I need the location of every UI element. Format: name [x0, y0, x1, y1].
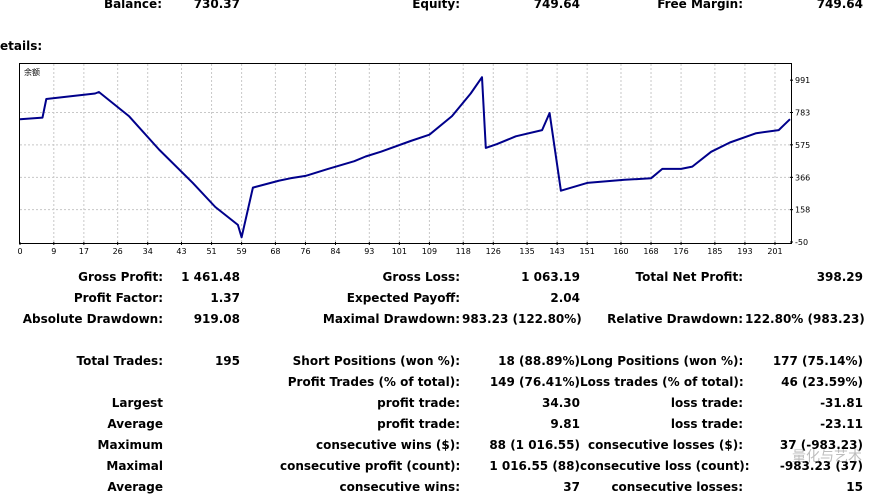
- long-positions-value: 177 (75.14%): [772, 354, 863, 368]
- x-tick-label: 17: [79, 247, 89, 256]
- total-trades-label: Total Trades:: [76, 354, 163, 368]
- largest-loss-label: loss trade:: [670, 396, 743, 410]
- avg-consec-wins-label: consecutive wins:: [339, 480, 460, 494]
- y-tick-label: 366: [795, 173, 810, 182]
- max-consec-wins-label: consecutive wins ($):: [315, 438, 460, 452]
- y-tick-label: 575: [795, 141, 810, 150]
- chart-svg: 991 783 575 366 158 -50 0 9 17 26 34 43 51 59 68 76 84 93…: [17, 64, 810, 256]
- average-profit-label: profit trade:: [377, 417, 460, 431]
- largest-loss-value: -31.81: [820, 396, 863, 410]
- y-tick-label: 783: [795, 109, 810, 118]
- profit-trades-value: 149 (76.41%): [489, 375, 580, 389]
- avg-consec-losses-value: 15: [846, 480, 863, 494]
- gross-loss-value: 1 063.19: [521, 270, 580, 284]
- average-loss-value: -23.11: [820, 417, 863, 431]
- average-label: Average: [107, 417, 163, 431]
- profit-factor-label: Profit Factor:: [73, 291, 163, 305]
- x-tick-label: 9: [51, 247, 56, 256]
- watermark: 量化与艺术: [792, 449, 862, 465]
- expected-payoff-label: Expected Payoff:: [346, 291, 460, 305]
- x-tick-label: 59: [237, 247, 247, 256]
- short-positions-label: Short Positions (won %):: [292, 354, 460, 368]
- relative-drawdown-value: 122.80% (983.23): [745, 312, 865, 326]
- absolute-drawdown-value: 919.08: [193, 312, 240, 326]
- maximal-drawdown-label: Maximal Drawdown:: [322, 312, 460, 326]
- x-tick-label: 51: [206, 247, 216, 256]
- free-margin-label: Free Margin:: [657, 0, 743, 11]
- profit-trades-label: Profit Trades (% of total):: [287, 375, 460, 389]
- x-tick-label: 118: [456, 247, 471, 256]
- y-tick-label: -50: [795, 238, 808, 247]
- y-tick-label: 158: [795, 206, 810, 215]
- avg-consec-wins-value: 37: [563, 480, 580, 494]
- loss-trades-value: 46 (23.59%): [781, 375, 863, 389]
- balance-series-line: [19, 76, 791, 239]
- gross-loss-label: Gross Loss:: [382, 270, 460, 284]
- maximal-consec-loss-label: consecutive loss (count):: [580, 459, 750, 473]
- total-net-profit-label: Total Net Profit:: [635, 270, 743, 284]
- x-tick-label: 109: [422, 247, 437, 256]
- short-positions-value: 18 (88.89%): [498, 354, 580, 368]
- gross-profit-label: Gross Profit:: [78, 270, 163, 284]
- details-label: etails:: [0, 39, 43, 53]
- avg-consec-losses-label: consecutive losses:: [611, 480, 743, 494]
- x-tick-label: 93: [364, 247, 374, 256]
- x-tick-label: 151: [580, 247, 595, 256]
- x-tick-label: 126: [486, 247, 501, 256]
- profit-factor-value: 1.37: [210, 291, 240, 305]
- balance-label: Balance:: [103, 0, 162, 11]
- x-tick-label: 185: [707, 247, 722, 256]
- x-tick-label: 176: [673, 247, 688, 256]
- free-margin-value: 749.64: [816, 0, 863, 11]
- y-tick-label: 991: [795, 76, 810, 85]
- largest-profit-value: 34.30: [542, 396, 580, 410]
- long-positions-label: Long Positions (won %):: [580, 354, 744, 368]
- maximal-consec-profit-label: consecutive profit (count):: [280, 459, 461, 473]
- x-tick-label: 26: [113, 247, 123, 256]
- gross-profit-value: 1 461.48: [181, 270, 240, 284]
- x-tick-label: 168: [643, 247, 658, 256]
- expected-payoff-value: 2.04: [550, 291, 580, 305]
- maximal-consec-profit-value: 1 016.55 (88): [489, 459, 580, 473]
- equity-value: 749.64: [533, 0, 580, 11]
- largest-profit-label: profit trade:: [377, 396, 460, 410]
- x-tick-label: 34: [143, 247, 153, 256]
- average2-label: Average: [107, 480, 163, 494]
- maximal-drawdown-value: 983.23 (122.80%): [462, 312, 582, 326]
- equity-label: Equity:: [412, 0, 460, 11]
- x-tick-label: 135: [519, 247, 534, 256]
- absolute-drawdown-label: Absolute Drawdown:: [22, 312, 163, 326]
- largest-label: Largest: [111, 396, 163, 410]
- average-profit-value: 9.81: [550, 417, 580, 431]
- x-tick-label: 84: [330, 247, 340, 256]
- x-tick-label: 43: [176, 247, 186, 256]
- balance-value: 730.37: [193, 0, 240, 11]
- maximal-label: Maximal: [106, 459, 163, 473]
- x-tick-label: 0: [17, 247, 22, 256]
- max-consec-losses-value: 37 (-983.23): [779, 438, 863, 452]
- chart-title: 余额: [24, 67, 40, 77]
- x-tick-label: 143: [549, 247, 564, 256]
- total-trades-value: 195: [214, 354, 240, 368]
- average-loss-label: loss trade:: [670, 417, 743, 431]
- relative-drawdown-label: Relative Drawdown:: [607, 312, 743, 326]
- max-consec-losses-label: consecutive losses ($):: [587, 438, 743, 452]
- loss-trades-label: Loss trades (% of total):: [580, 375, 744, 389]
- x-tick-label: 76: [300, 247, 310, 256]
- maximal-consec-loss-value: -983.23 (37): [779, 459, 863, 473]
- x-tick-label: 193: [737, 247, 752, 256]
- maximum-label: Maximum: [97, 438, 163, 452]
- x-tick-label: 101: [392, 247, 407, 256]
- total-net-profit-value: 398.29: [816, 270, 863, 284]
- x-tick-label: 160: [613, 247, 628, 256]
- x-tick-label: 201: [767, 247, 782, 256]
- x-tick-label: 68: [270, 247, 280, 256]
- max-consec-wins-value: 88 (1 016.55): [489, 438, 580, 452]
